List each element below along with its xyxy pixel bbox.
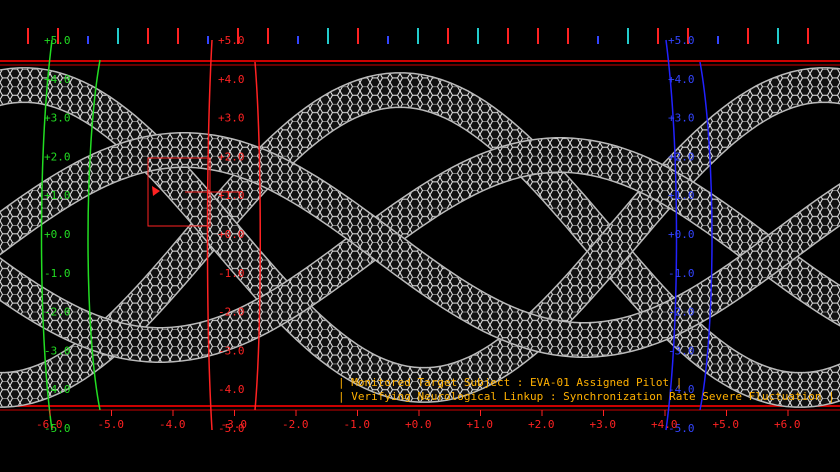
bottom-axis-label: +0.0 xyxy=(405,418,432,431)
cable-mesh xyxy=(0,68,840,402)
scale-label: -2.0 xyxy=(44,306,71,319)
bottom-axis: -6.0 -5.0 -4.0 -3.0 -2.0 -1.0 +0.0 +1.0 +2.0 +3.0… xyxy=(36,410,801,431)
scale-label: +0.0 xyxy=(668,228,695,241)
scale-label: +2.0 xyxy=(218,150,245,163)
scale-label: +5.0 xyxy=(218,34,245,47)
scale-label: +2.0 xyxy=(44,150,71,163)
scale-label: +0.0 xyxy=(44,228,71,241)
scale-label: -3.0 xyxy=(218,344,245,357)
bottom-axis-label: -2.0 xyxy=(282,418,309,431)
scale-label: -2.0 xyxy=(218,306,245,319)
scale-label: +1.0 xyxy=(668,189,695,202)
cable-mesh xyxy=(0,133,840,357)
scale-label: -3.0 xyxy=(44,344,71,357)
scale-label: +3.0 xyxy=(44,112,71,125)
scale-label: +5.0 xyxy=(44,34,71,47)
bottom-axis-label: -6.0 xyxy=(36,418,63,431)
scale-label: -5.0 xyxy=(44,422,71,435)
scale-label: -5.0 xyxy=(218,422,245,435)
bottom-axis-label: +3.0 xyxy=(590,418,617,431)
scale-label: -2.0 xyxy=(668,306,695,319)
scale-label: +1.0 xyxy=(218,189,245,202)
bottom-axis-label: -5.0 xyxy=(98,418,125,431)
scale-label: +1.0 xyxy=(44,189,71,202)
scale-label: -5.0 xyxy=(668,422,695,435)
status-monitored-target: | Monitored Target Subject : EVA-01 Assi… xyxy=(338,376,683,389)
pointer-arrow-icon xyxy=(152,186,160,196)
bottom-axis-label: +5.0 xyxy=(713,418,740,431)
scale-label: -1.0 xyxy=(218,267,245,280)
cable-mesh xyxy=(0,73,840,407)
bottom-axis-label: +2.0 xyxy=(528,418,555,431)
scale-label: +4.0 xyxy=(218,73,245,86)
scale-label: +4.0 xyxy=(44,73,71,86)
bottom-axis-label: -4.0 xyxy=(159,418,186,431)
status-panel: | Monitored Target Subject : EVA-01 Assi… xyxy=(338,376,838,406)
scale-label: -4.0 xyxy=(668,383,695,396)
scale-label: -4.0 xyxy=(218,383,245,396)
scale-label: +4.0 xyxy=(668,73,695,86)
bottom-axis-label: +4.0 xyxy=(651,418,678,431)
scale-label: -1.0 xyxy=(44,267,71,280)
blue-scale: +5.0 +4.0 +3.0 +2.0 +1.0 +0.0 -1.0 -2.0 -3.0 -4.0… xyxy=(665,34,713,435)
green-scale: +5.0 +4.0 +3.0 +2.0 +1.0 +0.0 -1.0 -2.0 -3.0 -4.0… xyxy=(40,34,101,435)
scale-label: -1.0 xyxy=(668,267,695,280)
top-tick-strip xyxy=(27,28,809,44)
scale-label: +3.0 xyxy=(668,112,695,125)
bottom-axis-label: +1.0 xyxy=(467,418,494,431)
bottom-axis-label: +6.0 xyxy=(774,418,801,431)
cable-mesh xyxy=(0,138,840,362)
scale-label: +3.0 xyxy=(218,112,245,125)
bottom-axis-label: -1.0 xyxy=(344,418,371,431)
neural-cables xyxy=(0,67,840,408)
target-marker xyxy=(147,157,240,227)
status-neuro-linkup: | Verifying Neurological Linkup : Synchr… xyxy=(338,390,835,403)
scale-label: -4.0 xyxy=(44,383,71,396)
bottom-axis-label: -3.0 xyxy=(221,418,248,431)
scale-label: +5.0 xyxy=(668,34,695,47)
scale-label: +2.0 xyxy=(668,150,695,163)
scale-label: -3.0 xyxy=(668,344,695,357)
scale-label: +0.0 xyxy=(218,228,245,241)
